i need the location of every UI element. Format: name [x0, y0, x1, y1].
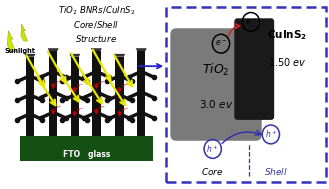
Bar [92, 51, 101, 136]
Text: $e^-$: $e^-$ [76, 107, 84, 114]
Polygon shape [20, 136, 153, 161]
Bar [137, 51, 145, 136]
Text: $e^-$: $e^-$ [97, 79, 106, 87]
Text: $\mathbf{\mathit{Core/Shell}}$: $\mathbf{\mathit{Core/Shell}}$ [73, 19, 119, 30]
Polygon shape [21, 24, 28, 41]
Text: $\mathbf{\mathit{Structure}}$: $\mathbf{\mathit{Structure}}$ [75, 33, 117, 44]
Text: $\it{Core}$: $\it{Core}$ [201, 166, 224, 177]
Polygon shape [7, 31, 15, 52]
Text: FTO   glass: FTO glass [63, 149, 110, 159]
FancyBboxPatch shape [234, 18, 274, 120]
FancyArrowPatch shape [222, 130, 261, 143]
Text: $\mathbf{CuInS_2}$: $\mathbf{CuInS_2}$ [267, 28, 308, 42]
Polygon shape [20, 136, 153, 146]
Text: $e^-$: $e^-$ [54, 79, 63, 87]
Text: $\mathit{h^+}$: $\mathit{h^+}$ [206, 143, 219, 155]
Bar [71, 57, 79, 136]
Text: $e^-$: $e^-$ [54, 105, 63, 112]
Text: $e^-$: $e^-$ [121, 83, 129, 90]
Text: $\mathit{e^-}$: $\mathit{e^-}$ [245, 17, 257, 27]
FancyArrowPatch shape [228, 24, 240, 36]
Bar [115, 57, 124, 136]
Text: $\mathbf{\mathit{3.0\ ev}}$: $\mathbf{\mathit{3.0\ ev}}$ [199, 98, 233, 111]
Polygon shape [114, 54, 125, 57]
Text: $\mathbf{\mathit{TiO_2}}$: $\mathbf{\mathit{TiO_2}}$ [202, 61, 230, 78]
Polygon shape [136, 48, 147, 51]
Polygon shape [69, 54, 80, 57]
Text: $\it{Shell}$: $\it{Shell}$ [264, 166, 288, 177]
Polygon shape [91, 48, 102, 51]
Text: $e^-$: $e^-$ [76, 83, 84, 90]
Polygon shape [48, 48, 59, 51]
FancyBboxPatch shape [170, 28, 262, 141]
Text: $e^-$: $e^-$ [97, 105, 106, 112]
Text: $\mathbf{\mathit{TiO_2}}$ $\mathbf{\mathit{BNRs/CuInS_2}}$: $\mathbf{\mathit{TiO_2}}$ $\mathbf{\math… [58, 5, 135, 17]
Polygon shape [24, 54, 36, 57]
Text: $e^-$: $e^-$ [121, 107, 129, 114]
Bar [26, 57, 34, 136]
Text: $\mathit{h^+}$: $\mathit{h^+}$ [265, 129, 277, 140]
Text: $\mathit{1.50\ ev}$: $\mathit{1.50\ ev}$ [268, 56, 307, 68]
Bar [49, 51, 57, 136]
Text: $\mathit{e^-}$: $\mathit{e^-}$ [215, 39, 227, 49]
Text: Sunlight: Sunlight [5, 48, 36, 54]
